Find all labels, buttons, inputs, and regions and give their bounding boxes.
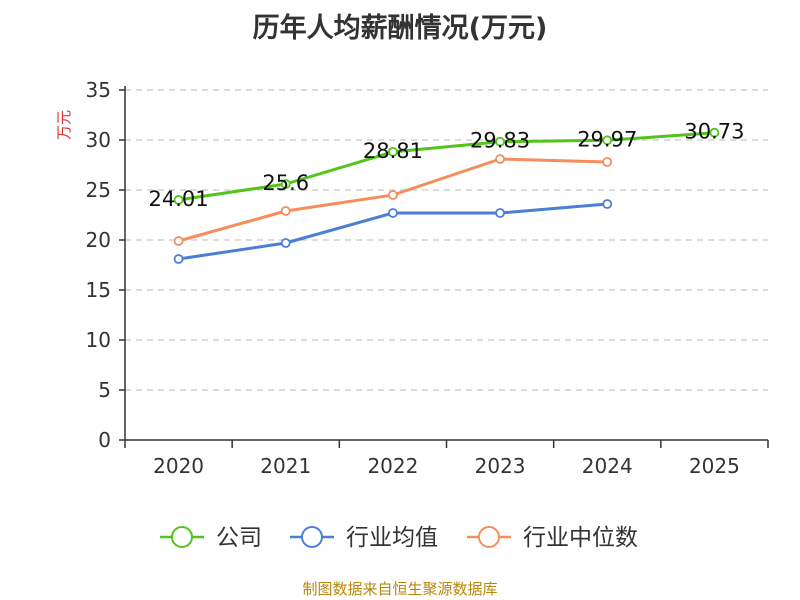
y-tick-label-30: 30 [86,128,111,152]
data-label-2024: 29.97 [577,127,637,151]
series-1-point-2023 [495,208,505,218]
y-tick-label-35: 35 [86,78,111,102]
series-0-point-2025 [709,127,720,138]
y-axis-unit-label: 万元 [55,110,73,140]
series-0-point-2023 [495,136,505,147]
x-tick-label-2021: 2021 [260,454,311,478]
series-2-point-2023 [495,154,505,164]
series-line-2 [178,157,608,243]
x-tick-label-2022: 2022 [367,454,418,478]
y-tick-label-15: 15 [86,278,111,302]
data-label-2022: 28.81 [363,139,423,163]
x-tick-label-2023: 2023 [475,454,526,478]
series-2-point-2021 [280,206,291,216]
series-1-point-2024 [602,199,613,209]
legend-marker-0 [171,526,193,548]
series-line-0 [178,131,715,202]
chart-title: 历年人均薪酬情况(万元) [252,13,548,44]
series-0-point-2020 [173,194,184,205]
legend-label-2: 行业中位数 [523,525,638,551]
y-tick-label-10: 10 [86,328,111,352]
x-tick-label-2020: 2020 [153,454,204,478]
data-label-2021: 25.6 [262,171,309,195]
series-1-point-2020 [173,254,184,264]
data-label-2020: 24.01 [149,187,209,211]
legend-label-0: 公司 [216,525,262,551]
legend: 公司 行业均值 行业中位数 [160,525,638,551]
series-1-point-2021 [280,238,291,248]
series-lines [173,127,720,264]
data-label-2025: 30.73 [684,120,744,144]
x-tick-label-2024: 2024 [582,454,633,478]
series-0-point-2024 [602,135,613,146]
series-2-point-2024 [602,157,613,167]
x-tick-label-2025: 2025 [689,454,740,478]
data-labels: 24.01 25.6 28.81 29.83 29.97 30.73 [149,120,745,211]
legend-marker-2 [478,526,500,548]
series-0-point-2022 [388,146,398,157]
y-tick-label-5: 5 [98,378,111,402]
source-note: 制图数据来自恒生聚源数据库 [302,580,498,598]
y-tick-label-20: 20 [86,228,111,252]
series-1-point-2022 [388,208,398,218]
data-label-2023: 29.83 [470,129,530,153]
y-tick-label-0: 0 [98,428,111,452]
legend-label-1: 行业均值 [346,525,438,551]
series-0-point-2021 [280,179,291,189]
series-2-point-2020 [173,236,184,246]
legend-marker-1 [301,526,323,548]
grid-lines [125,89,768,391]
series-2-point-2022 [388,190,398,200]
y-tick-label-25: 25 [86,178,111,202]
